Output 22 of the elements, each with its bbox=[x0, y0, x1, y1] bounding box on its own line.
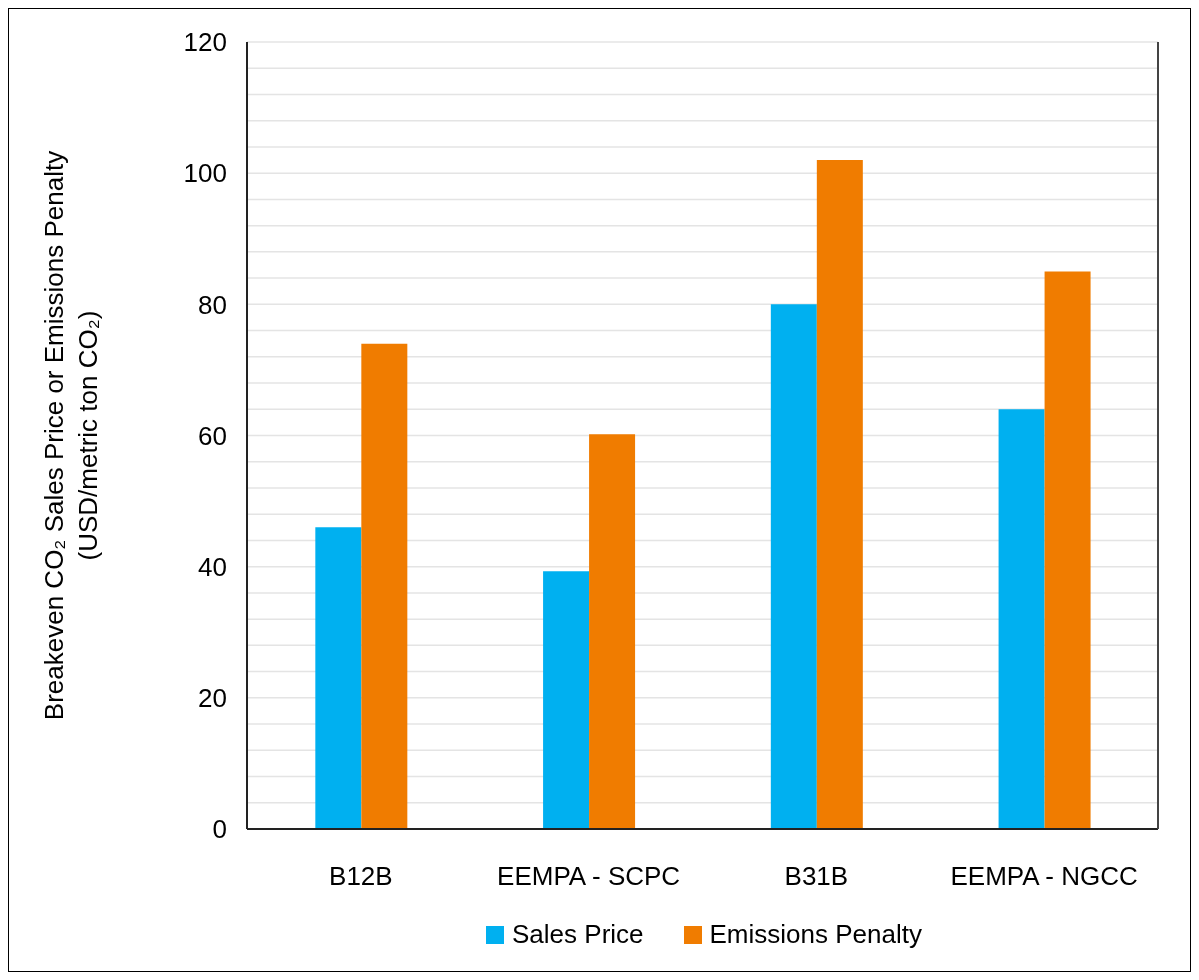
x-tick-label: EEMPA - NGCC bbox=[950, 861, 1138, 892]
bar bbox=[315, 527, 362, 829]
x-tick-label: B31B bbox=[784, 861, 849, 892]
bar bbox=[998, 409, 1045, 829]
y-tick-label: 100 bbox=[183, 158, 227, 189]
bar bbox=[543, 571, 590, 829]
bar bbox=[1044, 271, 1091, 829]
y-tick-label: 40 bbox=[198, 551, 227, 582]
y-tick-label: 120 bbox=[183, 27, 227, 58]
y-tick-label: 0 bbox=[212, 814, 227, 845]
y-tick-label: 20 bbox=[198, 683, 227, 714]
bar bbox=[770, 304, 817, 829]
bar bbox=[816, 160, 863, 829]
y-axis-title: Breakeven CO₂ Sales Price or Emissions Penalty (USD/metric ton CO₂) bbox=[39, 150, 103, 721]
x-tick-label: EEMPA - SCPC bbox=[497, 861, 681, 892]
bar bbox=[589, 434, 636, 829]
y-tick-label: 60 bbox=[198, 420, 227, 451]
legend-label: Emissions Penalty bbox=[709, 919, 922, 950]
bar bbox=[361, 343, 408, 829]
y-tick-label: 80 bbox=[198, 289, 227, 320]
legend-label: Sales Price bbox=[512, 919, 644, 950]
x-tick-label: B12B bbox=[329, 861, 393, 892]
